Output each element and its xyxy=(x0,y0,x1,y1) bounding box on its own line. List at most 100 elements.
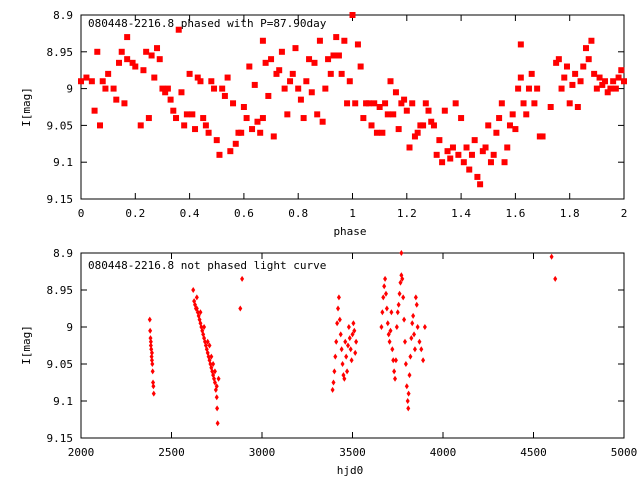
data-point xyxy=(354,41,361,48)
data-point xyxy=(415,324,420,330)
y-axis-label: I[mag] xyxy=(20,325,33,365)
data-point xyxy=(515,85,522,92)
data-point xyxy=(433,151,440,158)
data-point xyxy=(194,294,199,301)
data-point xyxy=(463,144,470,151)
y-axis-ticks: 8.9 8.95 9 9.05 9.1 9.15 xyxy=(47,9,624,206)
x-tick-label: 0.4 xyxy=(180,207,200,220)
data-point xyxy=(353,349,358,356)
data-point xyxy=(406,405,411,412)
data-point xyxy=(607,85,614,92)
data-point xyxy=(287,78,294,85)
data-point xyxy=(610,78,617,85)
data-point xyxy=(373,129,380,136)
data-point xyxy=(580,63,587,70)
data-point xyxy=(343,338,348,345)
data-point xyxy=(88,78,95,85)
data-point xyxy=(347,335,352,342)
data-point xyxy=(558,85,565,92)
data-point xyxy=(411,312,416,319)
data-point xyxy=(487,159,494,166)
x-tick-label: 1.8 xyxy=(560,207,580,220)
data-point xyxy=(421,357,426,364)
data-point xyxy=(485,122,492,129)
y-tick-label: 9.15 xyxy=(47,193,74,206)
y-tick-label: 9 xyxy=(66,321,73,334)
data-point xyxy=(306,56,313,63)
data-point xyxy=(405,398,410,404)
data-point xyxy=(214,394,219,401)
data-point xyxy=(273,70,280,77)
data-point xyxy=(148,52,155,59)
data-point xyxy=(175,26,182,33)
data-point xyxy=(145,115,152,122)
data-point xyxy=(504,144,511,151)
x-tick-label: 4000 xyxy=(430,446,457,459)
data-point xyxy=(240,275,245,282)
data-point xyxy=(382,283,387,290)
data-point xyxy=(344,353,349,360)
data-point xyxy=(150,368,155,375)
data-point xyxy=(621,78,627,85)
data-point xyxy=(348,346,353,353)
data-point xyxy=(200,115,207,122)
data-point xyxy=(601,78,608,85)
data-point xyxy=(419,346,424,353)
y-tick-label: 9.1 xyxy=(53,395,73,408)
x-tick-label: 0.2 xyxy=(125,207,145,220)
data-point xyxy=(342,375,347,382)
data-point xyxy=(83,74,90,81)
data-point xyxy=(110,85,117,92)
data-point xyxy=(243,115,250,122)
data-point xyxy=(339,346,344,353)
data-point xyxy=(335,320,340,327)
data-point xyxy=(198,309,203,316)
data-point xyxy=(411,133,418,140)
data-point xyxy=(477,181,484,188)
data-point xyxy=(413,294,418,301)
data-point xyxy=(333,34,340,41)
data-point xyxy=(414,301,419,308)
x-axis-ticks: 0 0.2 0.4 0.6 0.8 1 1.2 1.4 1.6 1.8 2 xyxy=(78,15,627,220)
data-point xyxy=(352,327,357,334)
data-point xyxy=(593,85,600,92)
data-point xyxy=(246,63,253,70)
data-point xyxy=(211,361,216,367)
data-point xyxy=(330,52,337,59)
data-point xyxy=(399,250,404,256)
data-point xyxy=(430,122,437,129)
x-tick-label: 2500 xyxy=(158,446,185,459)
data-point xyxy=(618,67,625,74)
data-point xyxy=(493,129,500,136)
x-tick-label: 4500 xyxy=(520,446,547,459)
data-point xyxy=(412,346,417,353)
data-point xyxy=(332,368,337,375)
x-tick-label: 3500 xyxy=(339,446,366,459)
data-point xyxy=(289,70,296,77)
data-point xyxy=(384,305,389,312)
plot-frame xyxy=(80,14,625,200)
data-point xyxy=(124,34,131,41)
data-point xyxy=(466,166,473,173)
data-point xyxy=(137,122,144,129)
data-point xyxy=(498,100,505,107)
data-point xyxy=(582,45,589,52)
y-tick-label: 9.05 xyxy=(47,119,74,132)
data-point xyxy=(460,159,467,166)
data-point xyxy=(599,81,606,88)
data-point xyxy=(212,368,217,375)
data-point xyxy=(278,48,285,55)
y-tick-label: 8.9 xyxy=(53,247,73,260)
x-tick-label: 1.2 xyxy=(397,207,417,220)
data-point xyxy=(547,104,554,110)
data-point xyxy=(381,294,386,301)
data-point xyxy=(94,48,101,55)
data-point xyxy=(351,320,356,327)
phased-light-curve-chart: 8.9 8.95 9 9.05 9.1 9.15 0 0.2 0.4 0.6 0.8 1 1.2 1.4… xyxy=(20,9,627,238)
data-point xyxy=(389,309,394,316)
data-point xyxy=(333,353,338,360)
data-point xyxy=(398,279,403,286)
data-point xyxy=(181,122,188,129)
data-point xyxy=(349,357,354,364)
data-point xyxy=(572,70,579,77)
